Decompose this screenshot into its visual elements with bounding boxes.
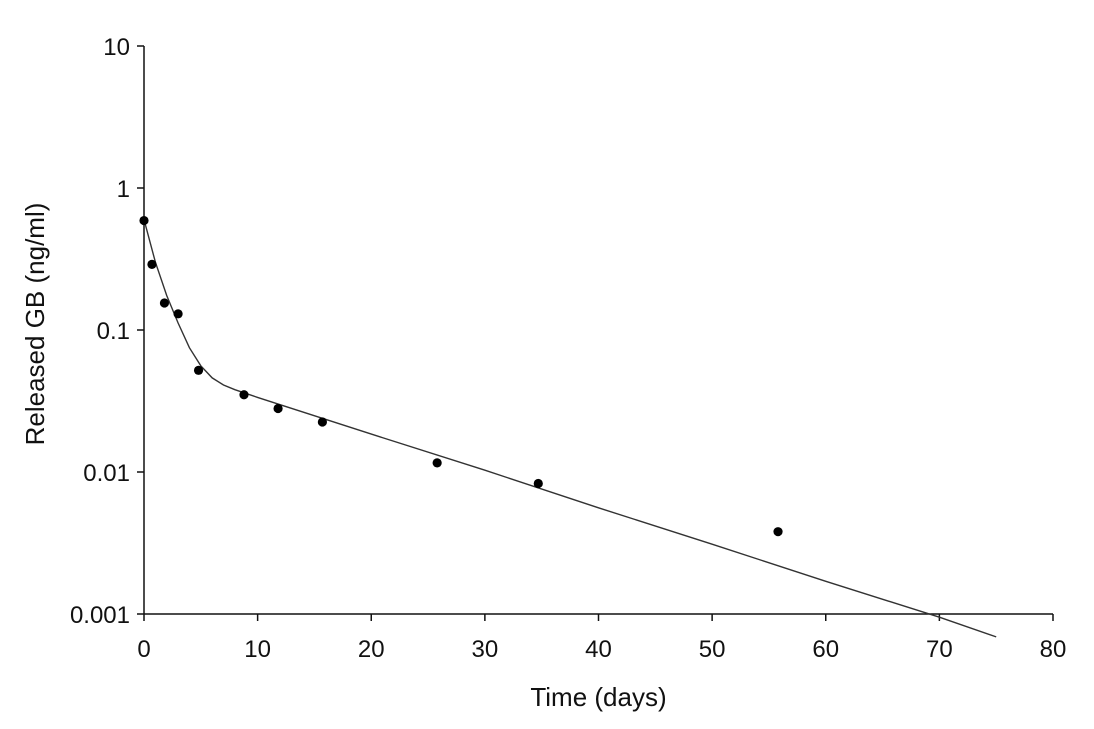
y-axis: 0.001 0.01 0.1 1 10	[70, 34, 145, 629]
fit-curve-group	[143, 219, 997, 638]
data-point	[193, 365, 204, 375]
data-point	[273, 403, 283, 414]
x-axis: 0 10 20 30 40 50 60 70 80	[137, 613, 1067, 663]
data-point	[773, 527, 783, 537]
data-point	[147, 259, 157, 269]
x-tick-label: 60	[812, 636, 839, 663]
x-tick-label: 30	[472, 636, 499, 663]
x-tick-label: 70	[926, 636, 953, 663]
x-tick-label: 80	[1040, 636, 1067, 663]
y-tick-label: 0.001	[70, 602, 130, 629]
y-axis-title: Released GB (ng/ml)	[20, 203, 50, 446]
x-tick-label: 0	[137, 636, 150, 663]
x-tick-label: 10	[244, 636, 271, 663]
data-point	[533, 478, 543, 489]
data-point	[432, 458, 442, 468]
data-point	[173, 309, 183, 319]
fit-curve	[143, 219, 997, 638]
y-tick-label: 10	[103, 34, 130, 61]
data-point	[139, 215, 149, 226]
data-points	[139, 215, 783, 537]
x-axis-title: Time (days)	[530, 682, 666, 712]
x-tick-label: 40	[585, 636, 612, 663]
y-tick-label: 0.1	[97, 318, 130, 345]
x-tick-label: 20	[358, 636, 385, 663]
data-point	[159, 298, 170, 308]
y-tick-label: 1	[117, 176, 130, 203]
y-tick-label: 0.01	[83, 460, 130, 487]
data-point	[317, 417, 327, 427]
x-tick-label: 50	[699, 636, 726, 663]
data-point	[239, 390, 249, 400]
